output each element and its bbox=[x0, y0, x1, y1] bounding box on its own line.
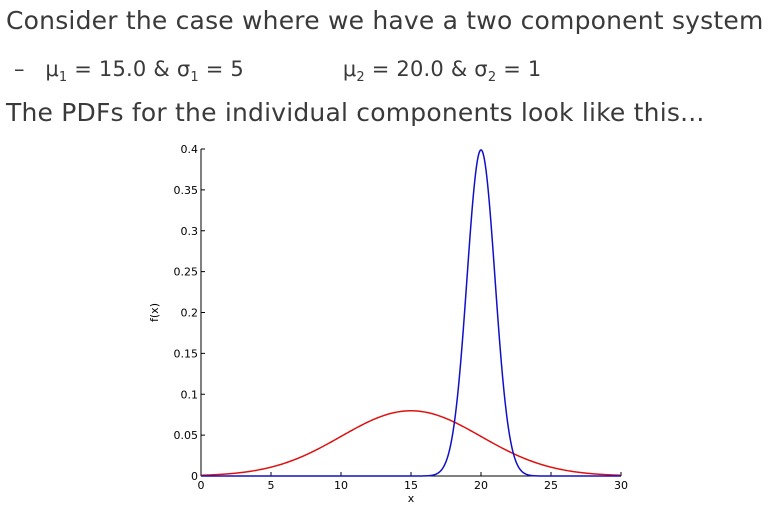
x-tick-label: 25 bbox=[544, 479, 558, 492]
pdf-caption-text: The PDFs for the individual components l… bbox=[6, 98, 705, 127]
y-tick-label: 0.25 bbox=[174, 266, 199, 279]
bullet-dash: – bbox=[14, 57, 25, 81]
mu1-equation: = 15.0 & σ bbox=[67, 57, 191, 81]
x-axis-label: x bbox=[408, 492, 415, 505]
chart-series bbox=[200, 148, 622, 477]
intro-text: Consider the case where we have a two co… bbox=[6, 6, 764, 35]
y-tick-label: 0.15 bbox=[174, 347, 199, 360]
mu2-equation: = 20.0 & σ bbox=[364, 57, 488, 81]
mu2-subscript: 2 bbox=[356, 70, 365, 86]
sigma2-equation: = 1 bbox=[496, 57, 542, 81]
mu1-symbol: μ bbox=[45, 57, 59, 81]
y-tick-label: 0.1 bbox=[181, 388, 199, 401]
mu2-symbol: μ bbox=[342, 57, 357, 81]
mu1-subscript: 1 bbox=[58, 70, 68, 86]
x-tick-label: 30 bbox=[614, 479, 628, 492]
sigma1-equation: = 5 bbox=[198, 57, 244, 81]
pdf-curve-component-1 bbox=[200, 410, 622, 477]
chart-axes: 0 5 10 15 20 25 30 0 0.05 0.1 0.15 0.2 0.25 0.3 0.35 0.… bbox=[174, 143, 629, 492]
y-tick-label: 0.2 bbox=[181, 307, 199, 320]
y-tick-label: 0.35 bbox=[174, 184, 199, 197]
y-tick-label: 0.05 bbox=[174, 429, 199, 442]
x-tick-label: 5 bbox=[268, 479, 275, 492]
y-tick-label: 0 bbox=[191, 470, 198, 483]
component-2-params: μ2 = 20.0 & σ2 = 1 bbox=[343, 57, 542, 85]
y-tick-label: 0.4 bbox=[181, 143, 199, 156]
parameters-line: – μ1 = 15.0 & σ1 = 5 μ2 = 20.0 & σ2 = 1 bbox=[14, 57, 541, 85]
x-tick-label: 20 bbox=[474, 479, 488, 492]
x-tick-label: 10 bbox=[334, 479, 348, 492]
pdf-curve-component-2 bbox=[201, 148, 621, 477]
y-axis-label: f(x) bbox=[148, 303, 161, 322]
sigma1-subscript: 1 bbox=[190, 70, 199, 86]
x-tick-label: 15 bbox=[404, 479, 418, 492]
component-1-params: μ1 = 15.0 & σ1 = 5 bbox=[45, 57, 244, 85]
y-tick-label: 0.3 bbox=[181, 225, 199, 238]
x-tick-label: 0 bbox=[198, 479, 205, 492]
sigma2-subscript: 2 bbox=[487, 70, 497, 86]
